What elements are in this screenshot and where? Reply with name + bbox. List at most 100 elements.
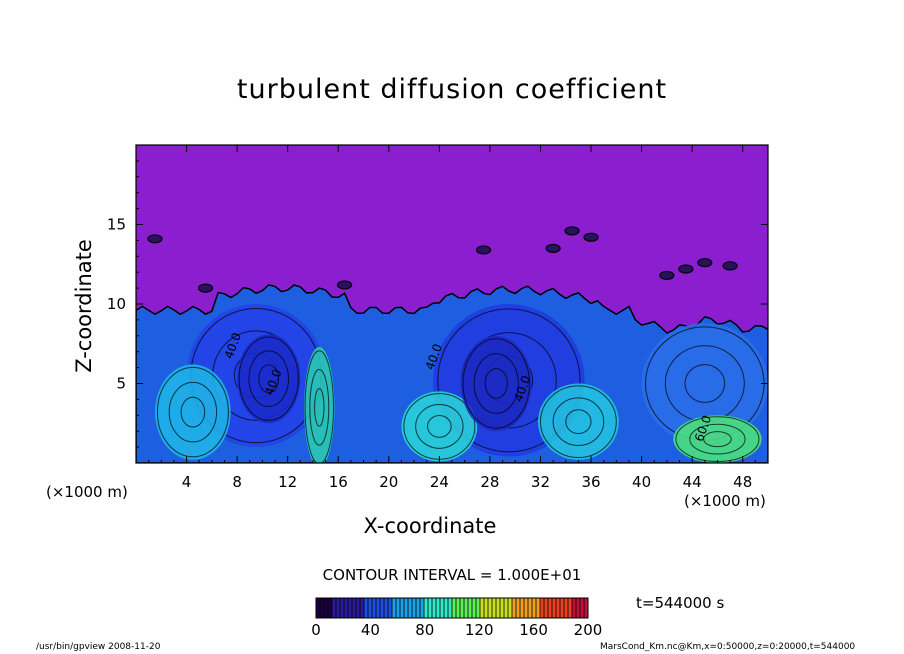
cloud-speck [564,226,580,236]
colorbar-cell [472,598,477,618]
time-label: t=544000 s [636,594,725,612]
colorbar-tick-label: 40 [361,621,380,639]
colorbar-cell [488,598,493,618]
colorbar-cell [512,598,517,618]
colorbar-cell [332,598,337,618]
colorbar-cell [396,598,401,618]
colorbar-cell [384,598,389,618]
x-tick-label: 28 [480,473,499,491]
colorbar-cell [524,598,529,618]
x-tick-label: 24 [430,473,449,491]
cloud-speck [697,258,713,268]
contour-interval-label: CONTOUR INTERVAL = 1.000E+01 [322,566,582,584]
colorbar-cell [544,598,549,618]
colorbar-cell [500,598,505,618]
colorbar-cell [568,598,573,618]
colorbar-cell [540,598,545,618]
colorbar-cell [372,598,377,618]
contour-line [415,404,464,449]
footer-right: MarsCond_Km.nc@Km,x=0:50000,z=0:20000,t=… [600,642,856,652]
colorbar-cell [324,598,329,618]
cloud-speck [583,232,599,242]
chart-title: turbulent diffusion coefficient [236,74,668,105]
colorbar-cell [580,598,585,618]
colorbar-cell [440,598,445,618]
colorbar-cell [336,598,341,618]
colorbar-cell [548,598,553,618]
colorbar-cell [328,598,333,618]
contour-line [565,409,592,435]
colorbar-cell [468,598,473,618]
eddy-patch [641,323,768,444]
colorbar: 0 40 80 120 160 200 [311,597,603,639]
contour-line [552,397,605,446]
colorbar-cell [340,598,345,618]
x-tick-label: 16 [329,473,348,491]
colorbar-cell [452,598,457,618]
colorbar-cell [420,598,425,618]
colorbar-cell [448,598,453,618]
colorbar-cell [576,598,581,618]
contour-line [258,364,280,394]
x-tick-label: 4 [182,473,192,491]
colorbar-cell [388,598,393,618]
colorbar-cell [464,598,469,618]
colorbar-cell [368,598,373,618]
contour-line [238,336,299,421]
colorbar-tick-label: 160 [519,621,548,639]
eddy-patch [237,334,301,424]
colorbar-cell [352,598,357,618]
colorbar-cell [584,598,589,618]
colorbar-cell [344,598,349,618]
colorbar-cell [532,598,537,618]
colorbar-cell [564,598,569,618]
contour-line [168,381,218,443]
colorbar-cell [392,598,397,618]
colorbar-cell [380,598,385,618]
colorbar-cell [400,598,405,618]
eddy-patch [460,335,532,432]
colorbar-cell [424,598,429,618]
x-unit-label-left: (×1000 m) [46,483,128,501]
cloud-speck [545,243,561,253]
x-tick-label: 48 [733,473,752,491]
y-tick-label: 15 [107,216,126,234]
colorbar-cell [536,598,541,618]
colorbar-tick-label: 0 [311,621,321,639]
contour-line [473,353,519,414]
colorbar-cell [516,598,521,618]
cloud-speck [147,234,163,244]
colorbar-frame [315,597,589,619]
colorbar-cell [476,598,481,618]
contour-line [689,423,746,455]
x-tick-label: 32 [531,473,550,491]
contour-line [314,387,325,427]
colorbar-cell [460,598,465,618]
colorbar-cell [508,598,513,618]
colorbar-cell [552,598,557,618]
eddy-patch [154,364,231,460]
contour-line [156,366,229,458]
colorbar-cell [504,598,509,618]
colorbar-cell [520,598,525,618]
eddy-patch [538,383,619,460]
cloud-speck [678,264,694,274]
x-tick-label: 44 [683,473,702,491]
colorbar-cell [412,598,417,618]
colorbar-tick-label: 120 [465,621,494,639]
cloud-speck [722,261,738,271]
eddy-patch [304,346,335,463]
colorbar-cell [348,598,353,618]
colorbar-tick-label: 200 [574,621,603,639]
contour-line [684,364,726,403]
x-tick-label: 8 [232,473,242,491]
colorbar-tick-label: 80 [415,621,434,639]
x-tick-label: 12 [278,473,297,491]
contour-line [540,385,617,458]
colorbar-cell [360,598,365,618]
colorbar-cell [320,598,325,618]
colorbar-cell [428,598,433,618]
x-tick-label: 20 [379,473,398,491]
contour-line [427,415,452,438]
